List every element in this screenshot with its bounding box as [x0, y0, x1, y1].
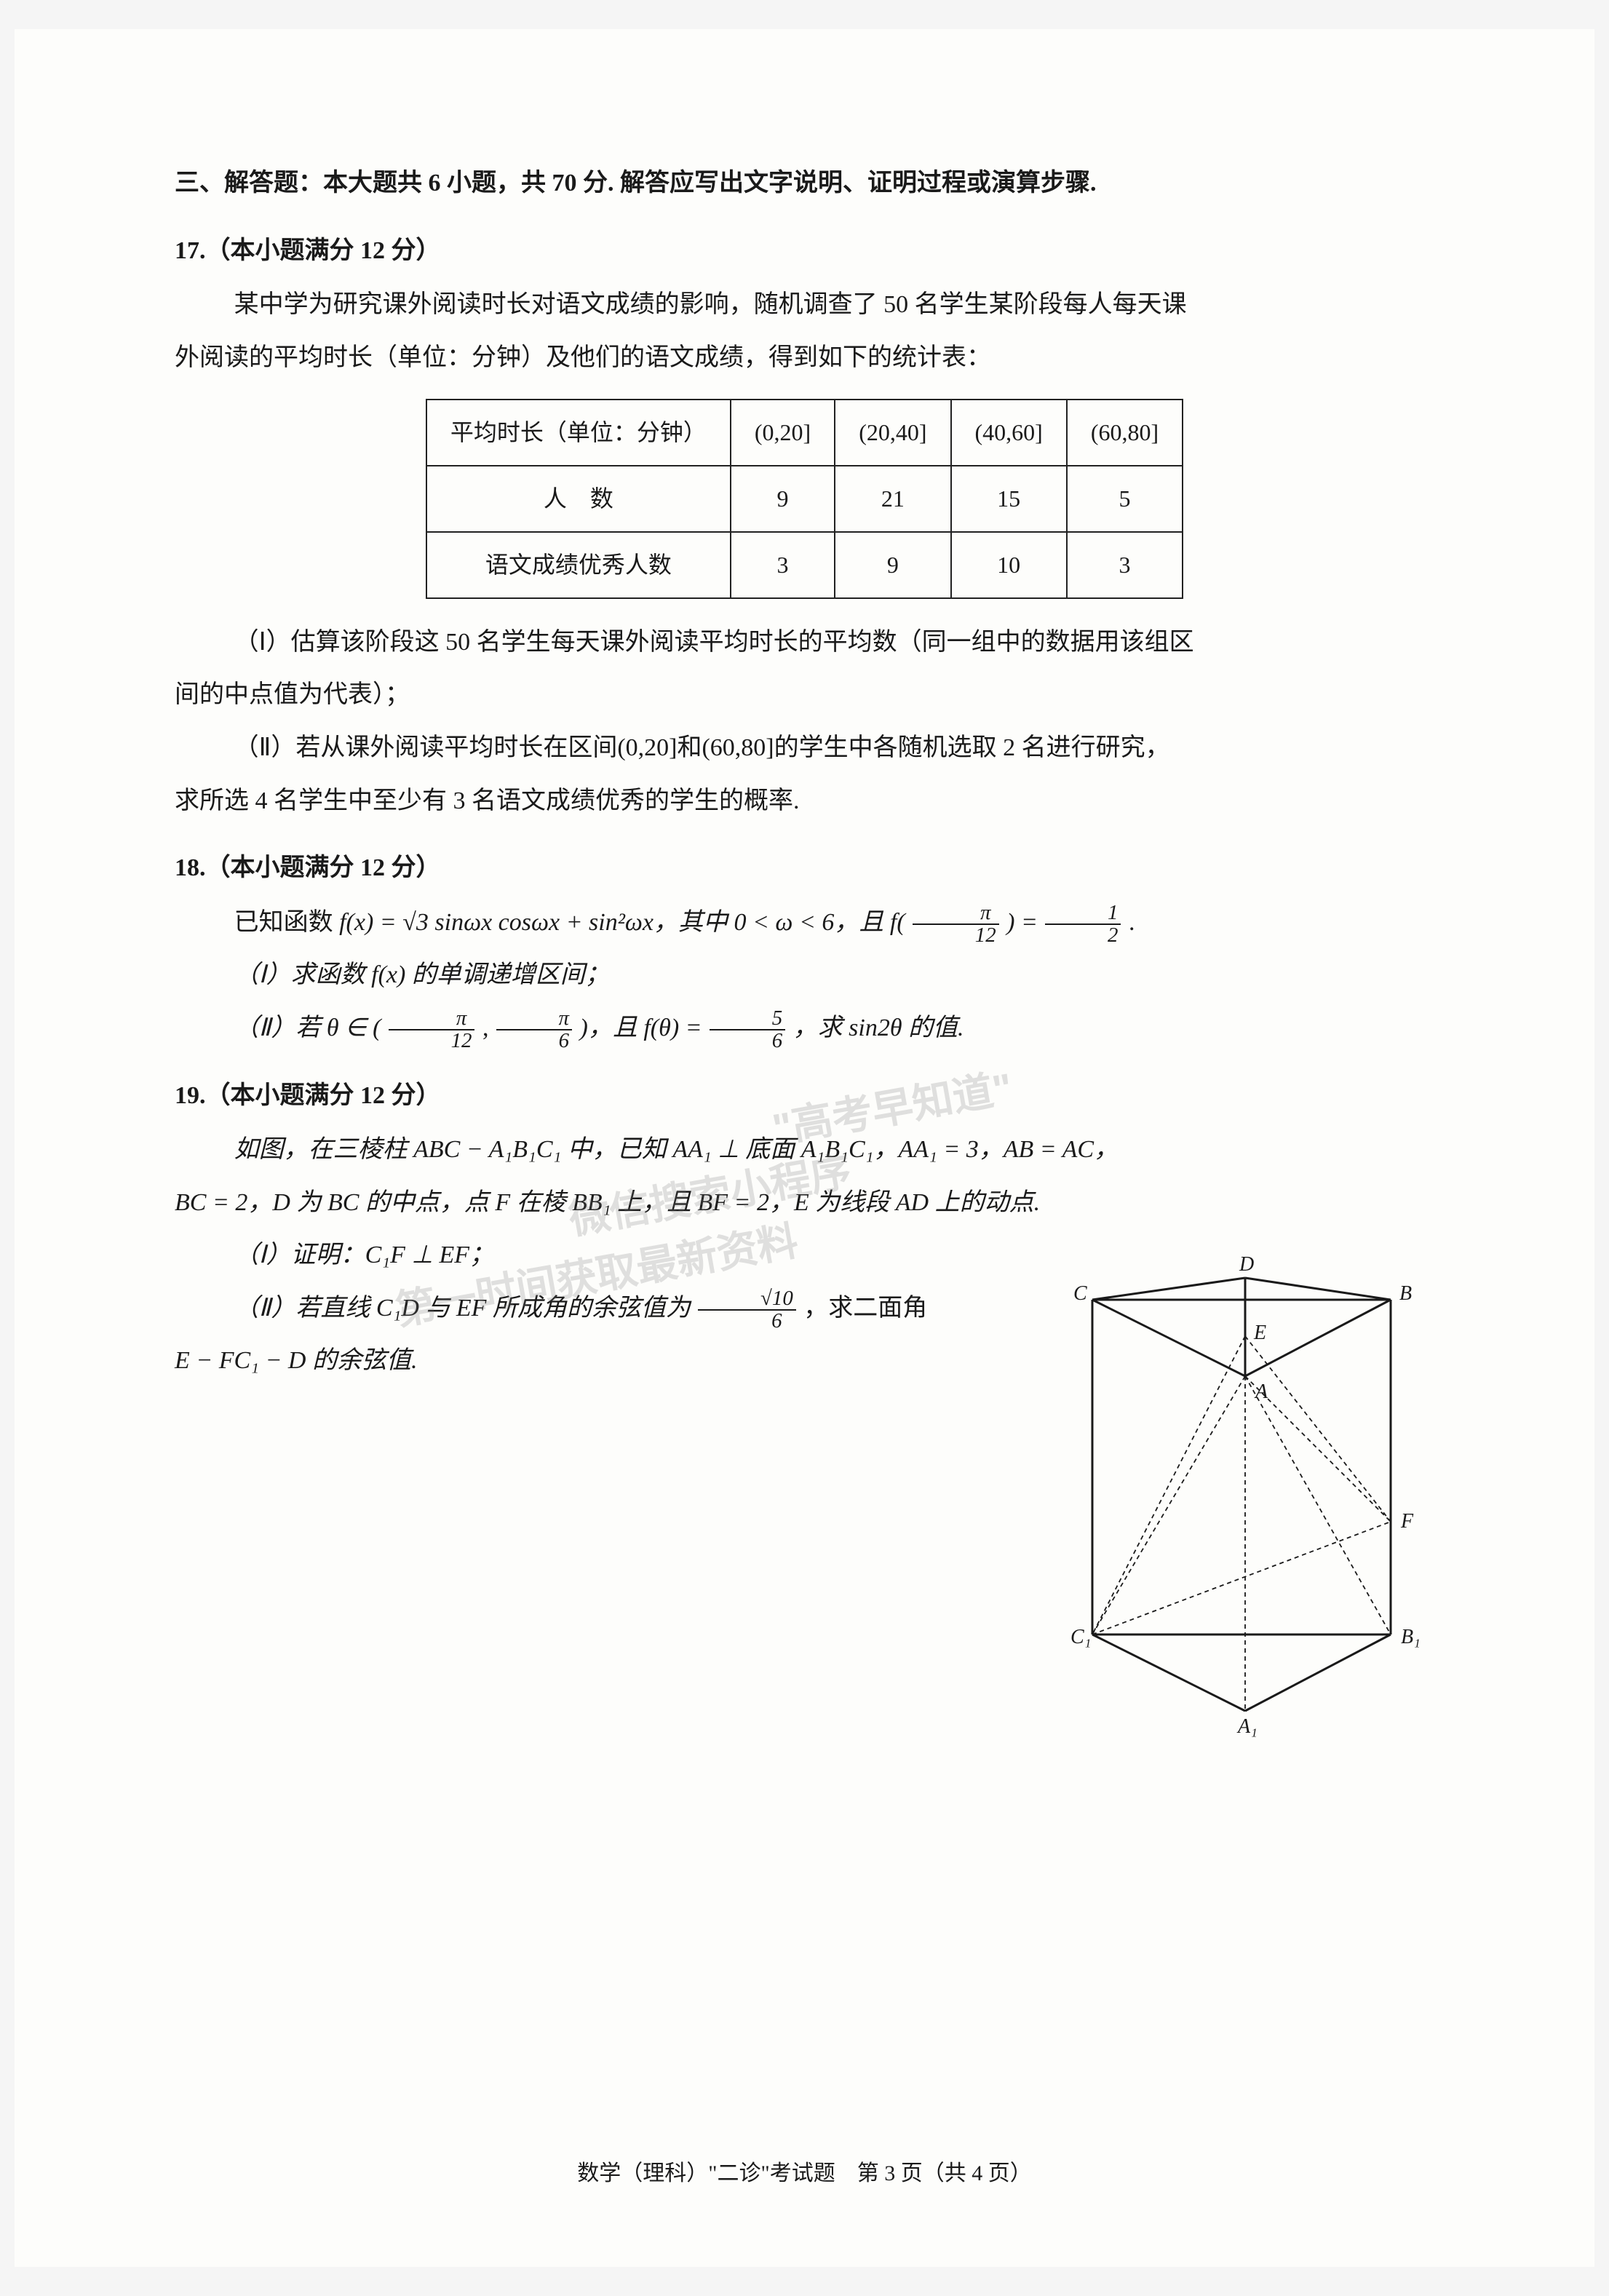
svg-text:B₁: B₁ [1401, 1626, 1421, 1648]
svg-text:B: B [1399, 1282, 1412, 1305]
svg-text:A₁: A₁ [1236, 1715, 1258, 1738]
q18-eq: = √3 sinωx cosωx + sin²ωx，其中 0 < ω < 6，且… [380, 909, 905, 936]
q18-p2-end: ，求 sin2θ 的值. [793, 1014, 964, 1041]
q17-label: 17.（本小题满分 12 分） [175, 228, 1434, 275]
svg-text:D: D [1239, 1256, 1254, 1276]
svg-text:C: C [1073, 1282, 1087, 1305]
q19-intro2: BC = 2，D 为 BC 的中点，点 F 在棱 BB₁ 上，且 BF = 2，… [175, 1180, 1434, 1227]
td: 3 [1067, 532, 1183, 598]
td: 3 [731, 532, 835, 598]
td: 语文成绩优秀人数 [426, 532, 731, 598]
td: 人 数 [426, 466, 731, 532]
q17-intro-2: 外阅读的平均时长（单位：分钟）及他们的语文成绩，得到如下的统计表： [175, 335, 1434, 382]
td: 15 [951, 466, 1067, 532]
exam-page: 三、解答题：本大题共 6 小题，共 70 分. 解答应写出文字说明、证明过程或演… [15, 29, 1594, 2267]
frac-num: π [496, 1008, 572, 1030]
q19-label: 19.（本小题满分 12 分） [175, 1073, 1434, 1120]
th-3: (40,60] [951, 400, 1067, 466]
q18-given: 已知函数 f(x) = √3 sinωx cosωx + sin²ωx，其中 0… [175, 899, 1434, 947]
q18-p2-prefix: （Ⅱ）若 θ ∈ ( [234, 1014, 381, 1041]
prism-svg: C D B E A F C₁ B₁ A₁ [1056, 1256, 1434, 1751]
q18-fval: 5 6 [710, 1008, 785, 1052]
section-header: 三、解答题：本大题共 6 小题，共 70 分. 解答应写出文字说明、证明过程或演… [175, 160, 1434, 207]
q18-period: . [1129, 909, 1135, 936]
th-4: (60,80] [1067, 400, 1183, 466]
page-footer: 数学（理科）"二诊"考试题 第 3 页（共 4 页） [15, 2153, 1594, 2194]
q18-part1: （Ⅰ）求函数 f(x) 的单调递增区间； [175, 952, 1434, 999]
content: 三、解答题：本大题共 6 小题，共 70 分. 解答应写出文字说明、证明过程或演… [175, 160, 1434, 1767]
td: 9 [731, 466, 835, 532]
frac-den: 6 [710, 1030, 785, 1052]
svg-text:F: F [1400, 1510, 1414, 1533]
q19-part2b: E − FC₁ − D 的余弦值. [175, 1338, 1027, 1385]
q17-part1a: （Ⅰ）估算该阶段这 50 名学生每天课外阅读平均时长的平均数（同一组中的数据用该… [175, 619, 1434, 667]
comma: , [482, 1014, 495, 1041]
q18-arg-frac: π 12 [913, 902, 998, 946]
frac-den: 12 [913, 925, 998, 946]
th-2: (20,40] [835, 400, 950, 466]
q19-row: （Ⅱ）若直线 C₁D 与 EF 所成角的余弦值为 √10 6 ，求二面角 E −… [175, 1285, 1434, 1768]
td: 5 [1067, 466, 1183, 532]
q19-text-col: （Ⅱ）若直线 C₁D 与 EF 所成角的余弦值为 √10 6 ，求二面角 E −… [175, 1285, 1027, 1391]
frac-num: 1 [1045, 902, 1121, 925]
th-0: 平均时长（单位：分钟） [426, 400, 731, 466]
q17-table: 平均时长（单位：分钟） (0,20] (20,40] (40,60] (60,8… [426, 399, 1183, 598]
frac-num: 5 [710, 1008, 785, 1030]
td: 21 [835, 466, 950, 532]
q17-intro-1: 某中学为研究课外阅读时长对语文成绩的影响，随机调查了 50 名学生某阶段每人每天… [175, 282, 1434, 329]
th-1: (0,20] [731, 400, 835, 466]
q18-r2: π 6 [496, 1008, 572, 1052]
q18-r1: π 12 [389, 1008, 474, 1052]
q19-intro1: 如图，在三棱柱 ABC − A₁B₁C₁ 中，已知 AA₁ ⊥ 底面 A₁B₁C… [175, 1127, 1434, 1174]
frac-den: 6 [698, 1311, 795, 1332]
q19-p2-prefix: （Ⅱ）若直线 C₁D 与 EF 所成角的余弦值为 [234, 1295, 697, 1322]
q18-eq2: ) = [1006, 909, 1044, 936]
q19-cos-frac: √10 6 [698, 1288, 795, 1332]
frac-num: √10 [698, 1288, 795, 1311]
table-row: 语文成绩优秀人数 3 9 10 3 [426, 532, 1183, 598]
frac-den: 12 [389, 1030, 474, 1052]
svg-text:A: A [1254, 1381, 1268, 1403]
q19-p2-suffix: ，求二面角 [803, 1295, 927, 1322]
frac-den: 6 [496, 1030, 572, 1052]
q18-label: 18.（本小题满分 12 分） [175, 845, 1434, 892]
frac-num: π [389, 1008, 474, 1030]
q17-part1b: 间的中点值为代表）； [175, 672, 1434, 719]
q18-fx: f(x) [339, 909, 373, 936]
svg-text:E: E [1253, 1322, 1266, 1344]
q18-p2-mid: )，且 f(θ) = [580, 1014, 709, 1041]
q18-prefix: 已知函数 [234, 909, 340, 936]
q19-part2a: （Ⅱ）若直线 C₁D 与 EF 所成角的余弦值为 √10 6 ，求二面角 [175, 1285, 1027, 1332]
table-header-row: 平均时长（单位：分钟） (0,20] (20,40] (40,60] (60,8… [426, 400, 1183, 466]
q18-val-frac: 1 2 [1045, 902, 1121, 946]
q17-part2a: （Ⅱ）若从课外阅读平均时长在区间(0,20]和(60,80]的学生中各随机选取 … [175, 725, 1434, 772]
prism-figure: C D B E A F C₁ B₁ A₁ [1056, 1256, 1434, 1768]
td: 9 [835, 532, 950, 598]
frac-num: π [913, 902, 998, 925]
frac-den: 2 [1045, 925, 1121, 946]
q17-part2b: 求所选 4 名学生中至少有 3 名语文成绩优秀的学生的概率. [175, 778, 1434, 825]
q18-part2: （Ⅱ）若 θ ∈ ( π 12 , π 6 )，且 f(θ) = 5 6 ，求 … [175, 1005, 1434, 1052]
table-row: 人 数 9 21 15 5 [426, 466, 1183, 532]
svg-text:C₁: C₁ [1070, 1626, 1091, 1648]
td: 10 [951, 532, 1067, 598]
